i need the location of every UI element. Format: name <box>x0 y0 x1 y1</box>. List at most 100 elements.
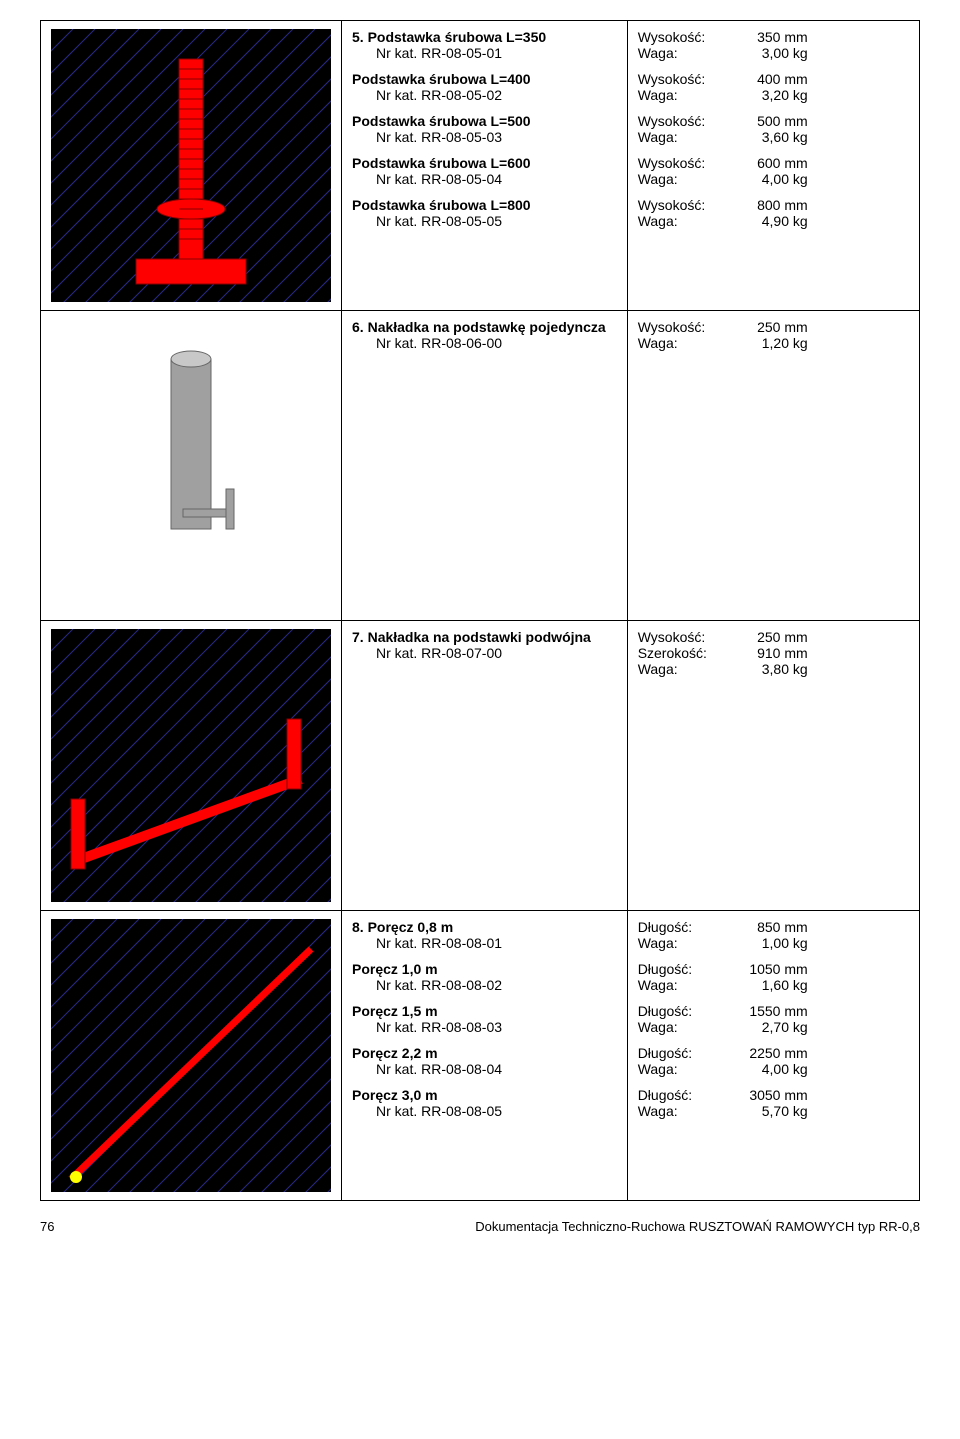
spec-block: Wysokość: 250 mm Waga: 1,20 kg <box>638 319 909 351</box>
page-footer: 76 Dokumentacja Techniczno-Ruchowa RUSZT… <box>40 1219 920 1234</box>
product-title: Poręcz 1,0 m <box>352 961 617 977</box>
spec-row: Waga: 4,00 kg <box>638 171 909 187</box>
item-name: Poręcz 1,0 m <box>352 961 438 977</box>
item-catalog-no: Nr kat. RR-08-08-01 <box>352 935 617 951</box>
spec-block: Wysokość: 500 mm Waga: 3,60 kg <box>638 113 909 145</box>
spec-label: Wysokość: <box>638 29 728 45</box>
item-number: 6. <box>352 319 364 335</box>
spec-block: Długość: 3050 mm Waga: 5,70 kg <box>638 1087 909 1119</box>
spec-value: 3050 mm <box>728 1087 808 1103</box>
item-catalog-no: Nr kat. RR-08-08-05 <box>352 1103 617 1119</box>
product-image-cell <box>41 311 342 621</box>
spec-row: Wysokość: 400 mm <box>638 71 909 87</box>
spec-row: Wysokość: 600 mm <box>638 155 909 171</box>
product-item: Poręcz 2,2 m Nr kat. RR-08-08-04 <box>352 1045 617 1077</box>
spec-label: Waga: <box>638 1103 728 1119</box>
spec-value: 850 mm <box>728 919 808 935</box>
spec-label: Wysokość: <box>638 71 728 87</box>
spec-label: Wysokość: <box>638 197 728 213</box>
item-number: 8. <box>352 919 364 935</box>
product-spec-cell: Wysokość: 250 mm Waga: 1,20 kg <box>627 311 919 621</box>
spec-row: Waga: 1,20 kg <box>638 335 909 351</box>
spec-row: Waga: 3,00 kg <box>638 45 909 61</box>
spec-block: Wysokość: 800 mm Waga: 4,90 kg <box>638 197 909 229</box>
spec-row: Waga: 5,70 kg <box>638 1103 909 1119</box>
spec-label: Wysokość: <box>638 319 728 335</box>
spec-row: Długość: 850 mm <box>638 919 909 935</box>
product-desc-cell: 7. Nakładka na podstawki podwójna Nr kat… <box>342 621 628 911</box>
spec-row: Wysokość: 500 mm <box>638 113 909 129</box>
spec-label: Długość: <box>638 1003 728 1019</box>
item-catalog-no: Nr kat. RR-08-08-04 <box>352 1061 617 1077</box>
product-image-cell <box>41 911 342 1201</box>
spec-value: 800 mm <box>728 197 808 213</box>
item-name: Poręcz 3,0 m <box>352 1087 438 1103</box>
spec-value: 4,00 kg <box>728 171 808 187</box>
spec-row: Długość: 1050 mm <box>638 961 909 977</box>
spec-value: 600 mm <box>728 155 808 171</box>
product-title: 7. Nakładka na podstawki podwójna <box>352 629 617 645</box>
product-spec-cell: Długość: 850 mm Waga: 1,00 kg Długość: 1… <box>627 911 919 1201</box>
spec-row: Waga: 3,80 kg <box>638 661 909 677</box>
product-title: Podstawka śrubowa L=600 <box>352 155 617 171</box>
spec-label: Waga: <box>638 1061 728 1077</box>
spec-value: 250 mm <box>728 629 808 645</box>
product-item: Poręcz 3,0 m Nr kat. RR-08-08-05 <box>352 1087 617 1119</box>
spec-label: Waga: <box>638 45 728 61</box>
product-item: 5. Podstawka śrubowa L=350 Nr kat. RR-08… <box>352 29 617 61</box>
spec-row: Długość: 1550 mm <box>638 1003 909 1019</box>
spec-row: Długość: 2250 mm <box>638 1045 909 1061</box>
product-item: Podstawka śrubowa L=800 Nr kat. RR-08-05… <box>352 197 617 229</box>
product-item: Podstawka śrubowa L=400 Nr kat. RR-08-05… <box>352 71 617 103</box>
product-title: Poręcz 3,0 m <box>352 1087 617 1103</box>
spec-value: 1,20 kg <box>728 335 808 351</box>
catalog-row: 6. Nakładka na podstawkę pojedyncza Nr k… <box>41 311 920 621</box>
product-item: Poręcz 1,0 m Nr kat. RR-08-08-02 <box>352 961 617 993</box>
spec-block: Wysokość: 350 mm Waga: 3,00 kg <box>638 29 909 61</box>
item-number: 5. <box>352 29 364 45</box>
spec-row: Waga: 1,60 kg <box>638 977 909 993</box>
spec-value: 1,00 kg <box>728 935 808 951</box>
spec-label: Wysokość: <box>638 629 728 645</box>
item-name: Poręcz 2,2 m <box>352 1045 438 1061</box>
item-catalog-no: Nr kat. RR-08-06-00 <box>352 335 617 351</box>
spec-label: Waga: <box>638 935 728 951</box>
spec-row: Wysokość: 250 mm <box>638 629 909 645</box>
spec-label: Waga: <box>638 129 728 145</box>
spec-label: Waga: <box>638 213 728 229</box>
product-title: 5. Podstawka śrubowa L=350 <box>352 29 617 45</box>
product-title: Podstawka śrubowa L=400 <box>352 71 617 87</box>
catalog-row: 8. Poręcz 0,8 m Nr kat. RR-08-08-01 Porę… <box>41 911 920 1201</box>
spec-value: 5,70 kg <box>728 1103 808 1119</box>
spec-value: 3,60 kg <box>728 129 808 145</box>
item-catalog-no: Nr kat. RR-08-07-00 <box>352 645 617 661</box>
product-item: 6. Nakładka na podstawkę pojedyncza Nr k… <box>352 319 617 351</box>
spec-label: Waga: <box>638 1019 728 1035</box>
spec-label: Wysokość: <box>638 113 728 129</box>
item-name: Nakładka na podstawki podwójna <box>368 629 591 645</box>
product-spec-cell: Wysokość: 350 mm Waga: 3,00 kg Wysokość:… <box>627 21 919 311</box>
spec-value: 2,70 kg <box>728 1019 808 1035</box>
product-title: 8. Poręcz 0,8 m <box>352 919 617 935</box>
item-name: Podstawka śrubowa L=350 <box>368 29 547 45</box>
catalog-row: 5. Podstawka śrubowa L=350 Nr kat. RR-08… <box>41 21 920 311</box>
product-title: Poręcz 1,5 m <box>352 1003 617 1019</box>
item-name: Poręcz 0,8 m <box>368 919 454 935</box>
catalog-row: 7. Nakładka na podstawki podwójna Nr kat… <box>41 621 920 911</box>
spec-row: Waga: 2,70 kg <box>638 1019 909 1035</box>
product-item: Poręcz 1,5 m Nr kat. RR-08-08-03 <box>352 1003 617 1035</box>
spec-block: Wysokość: 400 mm Waga: 3,20 kg <box>638 71 909 103</box>
spec-label: Długość: <box>638 1045 728 1061</box>
product-desc-cell: 6. Nakładka na podstawkę pojedyncza Nr k… <box>342 311 628 621</box>
spec-value: 3,00 kg <box>728 45 808 61</box>
spec-label: Długość: <box>638 919 728 935</box>
item-name: Podstawka śrubowa L=600 <box>352 155 531 171</box>
doc-title: Dokumentacja Techniczno-Ruchowa RUSZTOWA… <box>475 1219 920 1234</box>
item-catalog-no: Nr kat. RR-08-05-01 <box>352 45 617 61</box>
spec-label: Wysokość: <box>638 155 728 171</box>
product-item: Podstawka śrubowa L=600 Nr kat. RR-08-05… <box>352 155 617 187</box>
spec-block: Długość: 1550 mm Waga: 2,70 kg <box>638 1003 909 1035</box>
item-catalog-no: Nr kat. RR-08-08-03 <box>352 1019 617 1035</box>
spec-row: Wysokość: 350 mm <box>638 29 909 45</box>
product-spec-cell: Wysokość: 250 mm Szerokość: 910 mm Waga:… <box>627 621 919 911</box>
